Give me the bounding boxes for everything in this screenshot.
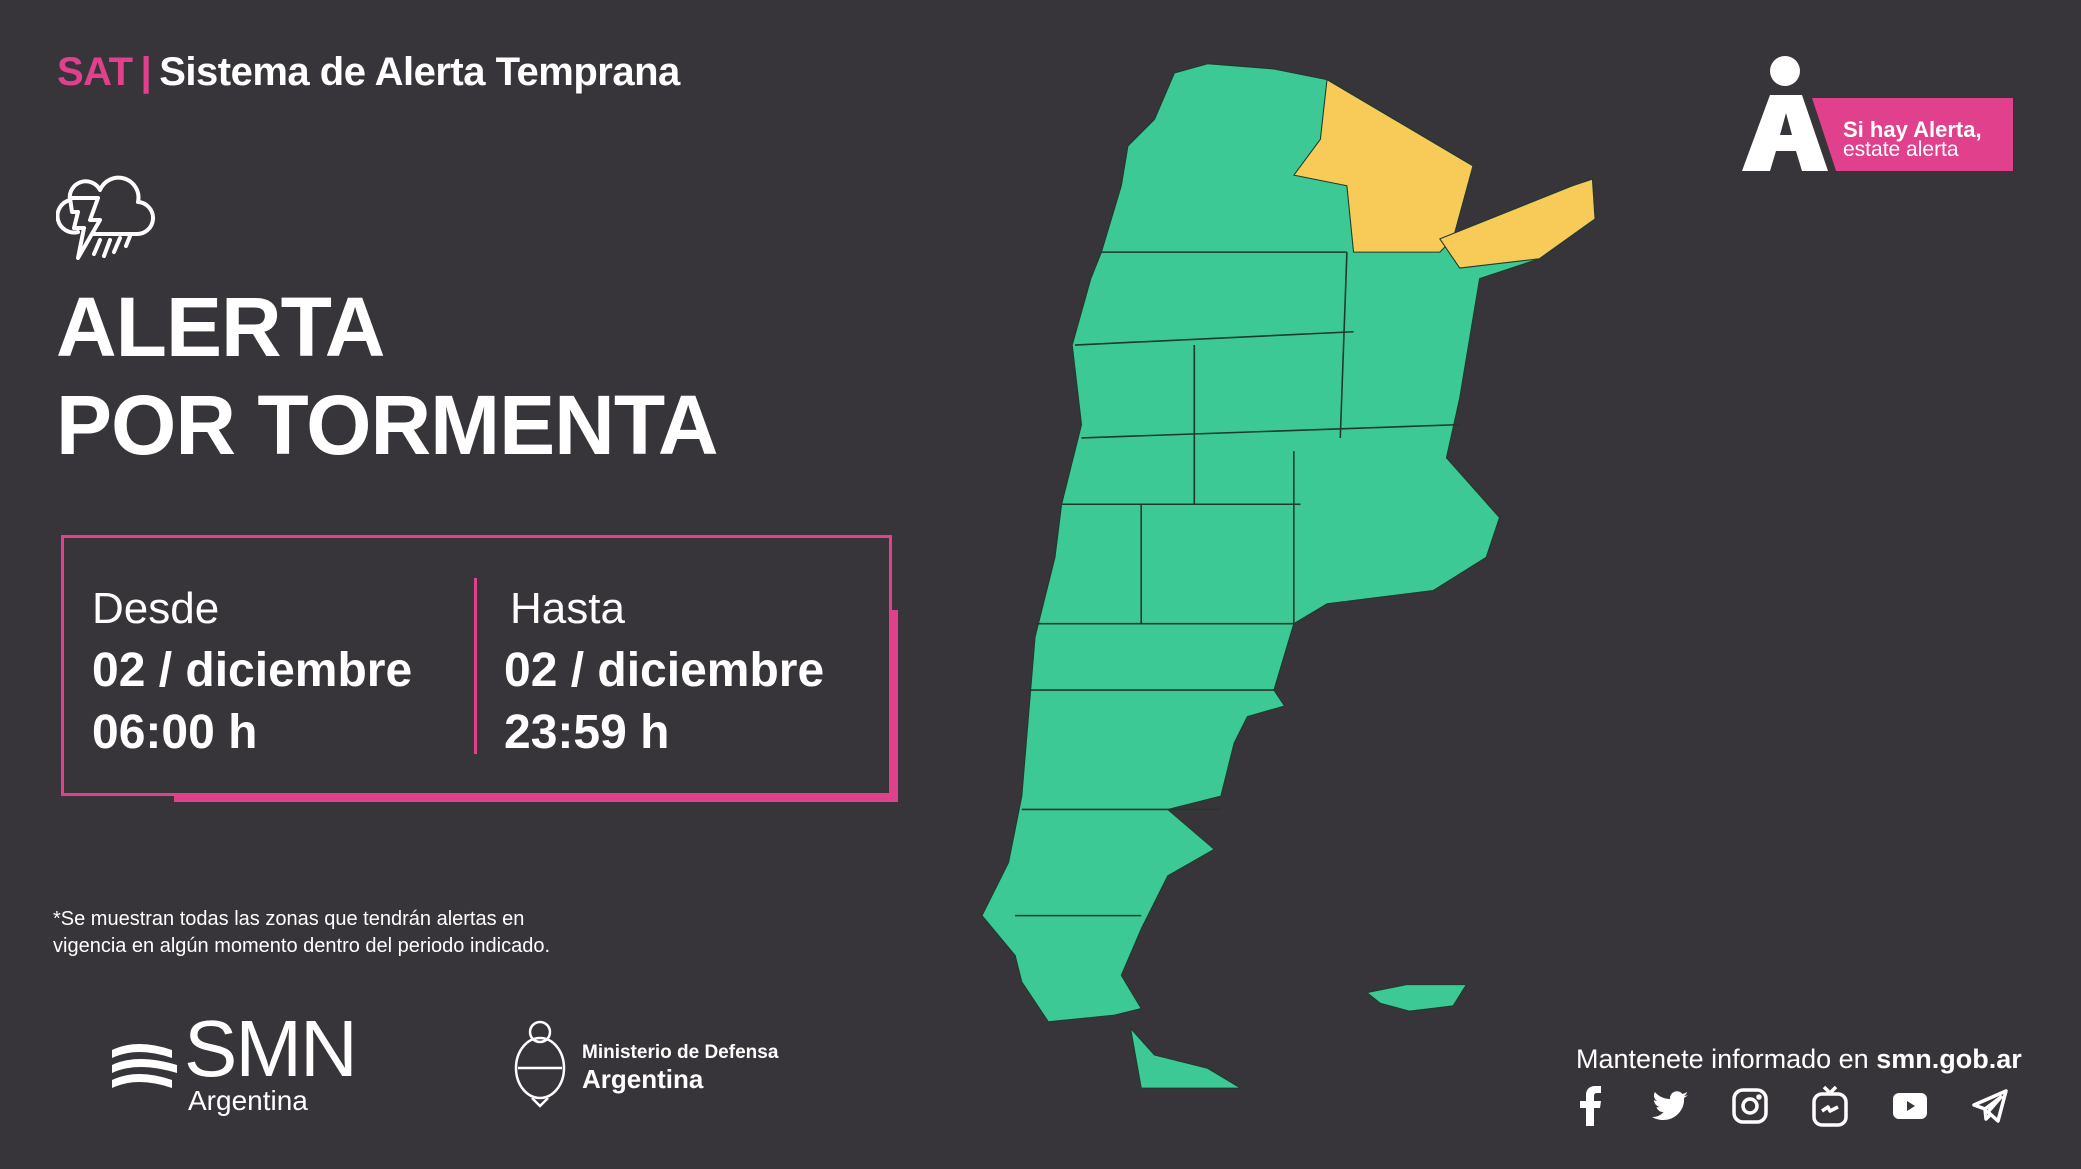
smn-logo: SMN Argentina — [72, 1009, 372, 1116]
brand-line2: estate alerta — [1843, 138, 1959, 161]
map-region-no-alert — [981, 63, 1593, 1023]
to-date: 02 / diciembre — [504, 644, 825, 697]
website-link[interactable]: smn.gob.ar — [1876, 1044, 2022, 1074]
follow-text: Mantenete informado en smn.gob.ar — [1576, 1044, 2022, 1075]
ministry-logo: Ministerio de Defensa Argentina — [512, 1018, 812, 1108]
header-title: Sistema de Alerta Temprana — [159, 50, 680, 94]
map-tierra-del-fuego — [1130, 1027, 1242, 1089]
argentina-alert-map — [981, 63, 1596, 1089]
facebook-icon[interactable] — [1570, 1086, 1610, 1126]
instagram-icon[interactable] — [1730, 1086, 1770, 1126]
map-region-alert — [1439, 178, 1596, 269]
header-separator: | — [140, 50, 152, 94]
to-time: 23:59 h — [504, 706, 670, 759]
brand-line1: Si hay Alerta, — [1843, 117, 1982, 142]
period-from: Desde 02 / diciembre 06:00 h — [92, 578, 412, 764]
alert-title-line2: POR TORMENTA — [56, 378, 719, 472]
from-date: 02 / diciembre — [92, 644, 413, 697]
header: SAT | Sistema de Alerta Temprana — [57, 50, 680, 95]
footnote-line1: *Se muestran todas las zonas que tendrán… — [53, 908, 525, 930]
ministry-line2: Argentina — [582, 1064, 704, 1094]
to-label: Hasta — [510, 584, 625, 633]
map-malvinas — [1366, 984, 1467, 1012]
si-hay-alerta-logo: Si hay Alerta, estate alerta — [1740, 55, 2015, 175]
map-region-alert — [1293, 79, 1474, 253]
alert-title: ALERTA POR TORMENTA — [56, 278, 719, 474]
social-links — [1570, 1085, 2010, 1127]
youtube-icon[interactable] — [1890, 1086, 1930, 1126]
twitter-icon[interactable] — [1650, 1086, 1690, 1126]
ministry-line1: Ministerio de Defensa — [582, 1042, 779, 1063]
telegram-icon[interactable] — [1970, 1086, 2010, 1126]
period-box: Desde 02 / diciembre 06:00 h Hasta 02 / … — [61, 535, 892, 796]
header-prefix: SAT — [57, 50, 133, 94]
period-to: Hasta 02 / diciembre 23:59 h — [504, 578, 824, 764]
storm-cloud-icon — [56, 175, 155, 260]
follow-label: Mantenete informado en — [1576, 1044, 1877, 1074]
smn-sub: Argentina — [188, 1085, 308, 1116]
from-label: Desde — [92, 584, 220, 633]
map-province-borders — [1015, 251, 1460, 917]
smn-emblem-icon — [77, 1020, 177, 1110]
from-time: 06:00 h — [92, 706, 258, 759]
smn-name: SMN — [184, 1004, 358, 1093]
alert-title-line1: ALERTA — [56, 280, 385, 374]
igtv-icon[interactable] — [1810, 1085, 1850, 1127]
argentina-coat-of-arms-icon — [514, 1020, 566, 1108]
footnote: *Se muestran todas las zonas que tendrán… — [53, 906, 550, 960]
alert-person-icon — [1742, 56, 1828, 171]
footnote-line2: vigencia en algún momento dentro del per… — [53, 935, 551, 957]
period-divider — [474, 578, 477, 754]
